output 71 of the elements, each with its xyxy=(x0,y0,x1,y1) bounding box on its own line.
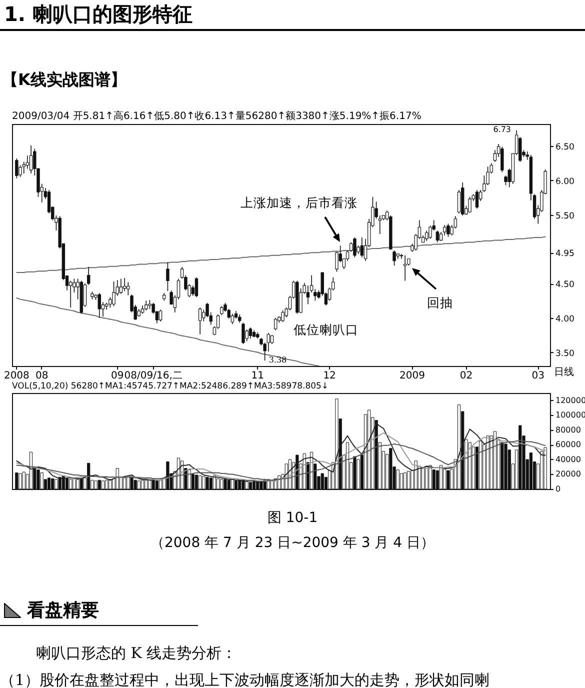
y-tick-label: 5.50 xyxy=(556,211,574,222)
candlestick xyxy=(98,292,101,318)
candlestick xyxy=(144,300,148,311)
chart-title: 2009/03/04 开5.81↑高6.16↑低5.80↑收6.13↑量56280↑额3380↑涨5.19%↑振6.17% xyxy=(12,110,422,122)
line-series xyxy=(16,236,546,273)
x-tick-label: 02 xyxy=(460,370,473,382)
y-tick-label: 6.50 xyxy=(556,142,574,152)
caption: 图 10-1 xyxy=(266,509,319,528)
candlestick xyxy=(122,278,126,292)
candlestick xyxy=(15,158,18,179)
x-tick-label: 11 xyxy=(251,370,264,382)
text: （2008 年 7 月 23 日~2009 年 3 月 4 日） xyxy=(149,534,436,553)
line-series xyxy=(16,432,546,482)
candlestick xyxy=(194,276,198,298)
x-tick-label: 08 xyxy=(35,370,48,382)
candlestick xyxy=(166,262,170,292)
candlestick xyxy=(446,223,450,238)
annotation: 回抽 xyxy=(427,294,453,310)
annotation: 低位喇叭口 xyxy=(294,322,358,337)
candlestick xyxy=(500,146,504,173)
candlestick xyxy=(126,282,130,296)
y-tick-label: 80000 xyxy=(556,425,581,434)
candlestick xyxy=(457,190,461,214)
candlestick xyxy=(248,327,252,339)
candlestick xyxy=(119,278,123,294)
y-tick-label: 0 xyxy=(556,484,561,494)
y-tick-label: 3.50 xyxy=(556,348,574,359)
line-series xyxy=(16,440,546,481)
candlestick xyxy=(436,230,440,243)
candlestick xyxy=(281,310,284,322)
y-tick-label: 6.00 xyxy=(556,176,574,187)
text: 日线 xyxy=(554,367,574,378)
x-tick-label: 2008 xyxy=(4,370,30,382)
candlestick xyxy=(475,190,479,209)
candlestick xyxy=(29,144,33,174)
candlestick xyxy=(230,313,234,324)
x-tick-label: 2009 xyxy=(400,370,425,382)
text: 【K线实战图谱】 xyxy=(2,70,126,91)
x-tick-label: 12 xyxy=(323,370,336,382)
line-series xyxy=(16,297,320,366)
x-tick-label: 08/09/16,二 xyxy=(124,370,182,382)
candlestick xyxy=(425,230,428,242)
candlestick xyxy=(468,196,472,214)
candlestick xyxy=(198,307,202,335)
annotation: 3.38 xyxy=(268,356,287,364)
annotation: 6.73 xyxy=(493,125,511,134)
candlestick xyxy=(403,254,407,282)
annotation: 上涨加速，后市看涨 xyxy=(240,194,358,210)
candlestick xyxy=(360,237,364,258)
candlestick xyxy=(112,281,116,307)
x-tick-label: 03 xyxy=(532,370,544,382)
candlestick xyxy=(274,317,278,331)
y-tick-label: 40000 xyxy=(556,454,581,464)
text: （1）股价在盘整过程中，出现上下波动幅度逐渐加大的走势，形状如同喇 xyxy=(0,670,491,688)
text: 1. 喇叭口的图形特征 xyxy=(4,2,192,26)
candlestick xyxy=(353,237,356,258)
line-series xyxy=(16,422,546,482)
y-tick-label: 4.00 xyxy=(556,314,574,324)
y-tick-label: 4.50 xyxy=(556,280,574,290)
x-tick-label: 09 xyxy=(111,370,124,382)
text: 看盘精要 xyxy=(27,600,99,622)
chart-title: VOL(5,10,20) 56280↑MA1:45745.727↑MA2:52486.289↑MA3:58978.805↓ xyxy=(12,382,329,392)
candlestick xyxy=(242,322,245,344)
y-tick-label: 4.95 xyxy=(556,249,574,260)
text: 喇叭口形态的 K 线走势分析： xyxy=(35,642,238,664)
candlestick xyxy=(266,332,270,352)
y-tick-label: 20000 xyxy=(556,470,581,479)
y-tick-label: 60000 xyxy=(556,440,581,450)
candlestick xyxy=(26,155,30,170)
candlestick xyxy=(392,250,396,266)
candlestick xyxy=(158,309,162,322)
